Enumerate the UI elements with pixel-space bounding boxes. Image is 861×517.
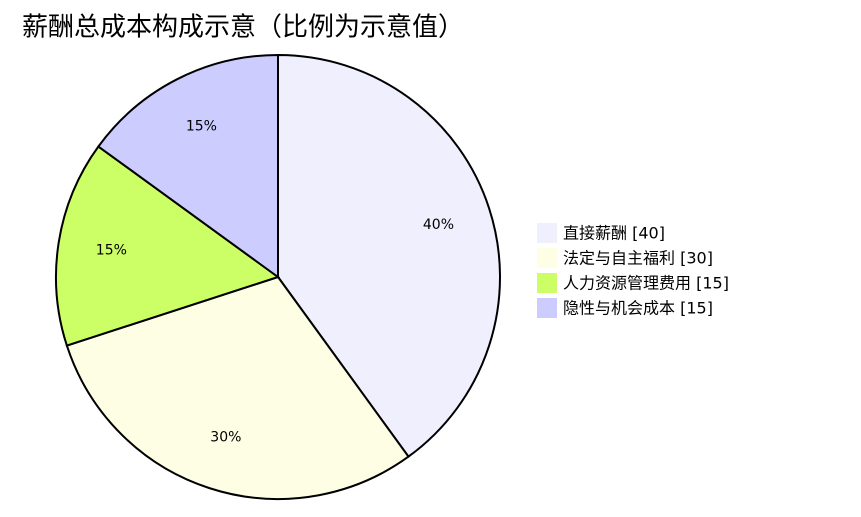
legend-swatch xyxy=(537,298,557,318)
legend-swatch xyxy=(537,223,557,243)
legend-label: 隐性与机会成本 [15] xyxy=(563,299,713,318)
slice-label: 30% xyxy=(210,429,241,445)
slice-label: 15% xyxy=(96,243,127,259)
chart-title: 薪酬总成本构成示意（比例为示意值） xyxy=(22,13,464,43)
legend-label: 人力资源管理费用 [15] xyxy=(563,274,729,293)
legend-label: 法定与自主福利 [30] xyxy=(563,249,713,268)
slice-label: 15% xyxy=(186,119,217,135)
slice-label: 40% xyxy=(423,217,454,233)
pie-slice xyxy=(65,275,410,500)
legend-label: 直接薪酬 [40] xyxy=(563,224,665,243)
legend-swatch xyxy=(537,248,557,268)
legend-swatch xyxy=(537,273,557,293)
pie-slice xyxy=(97,53,279,279)
pie-slice xyxy=(277,53,501,458)
pie-slice xyxy=(55,145,281,347)
